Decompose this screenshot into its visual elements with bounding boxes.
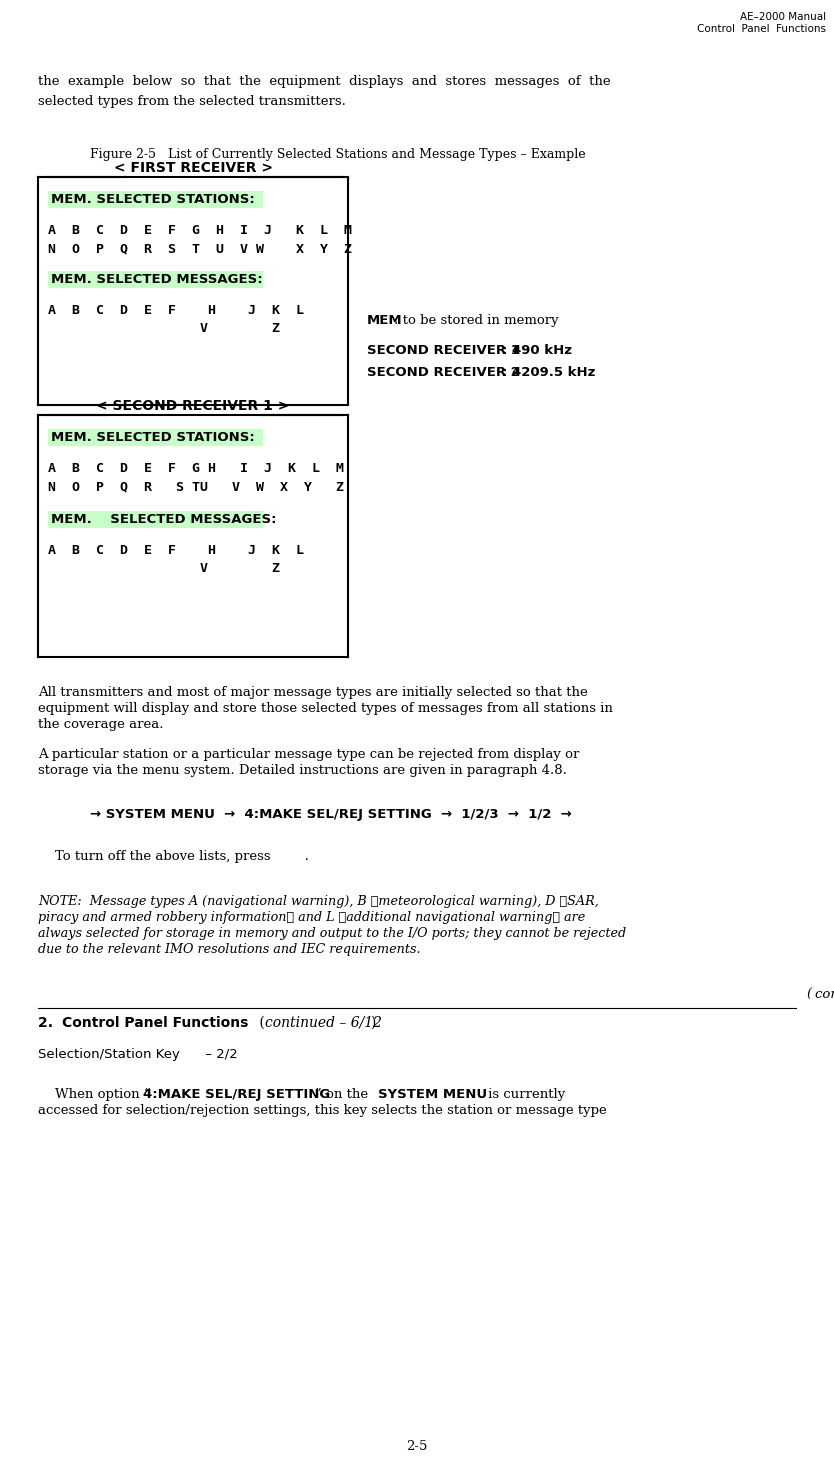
Text: All transmitters and most of major message types are initially selected so that : All transmitters and most of major messa…: [38, 687, 588, 698]
Text: A  B  C  D  E  F    H    J  K  L: A B C D E F H J K L: [48, 543, 304, 557]
Text: MEM. SELECTED STATIONS:: MEM. SELECTED STATIONS:: [51, 431, 254, 444]
Text: Figure 2-5   List of Currently Selected Stations and Message Types – Example: Figure 2-5 List of Currently Selected St…: [90, 148, 585, 161]
Text: A particular station or a particular message type can be rejected from display o: A particular station or a particular mes…: [38, 748, 580, 761]
Text: Control Panel Functions: Control Panel Functions: [62, 1015, 249, 1030]
Text: Control  Panel  Functions: Control Panel Functions: [697, 23, 826, 34]
Text: To turn off the above lists, press        .: To turn off the above lists, press .: [55, 850, 309, 863]
Text: N  O  P  Q  R   S TU   V  W  X  Y   Z: N O P Q R S TU V W X Y Z: [48, 481, 344, 492]
Text: A  B  C  D  E  F  G  H  I  J   K  L  M: A B C D E F G H I J K L M: [48, 224, 352, 237]
Text: due to the relevant IMO resolutions and IEC requirements.: due to the relevant IMO resolutions and …: [38, 942, 420, 955]
Text: NOTE:  Message types A (navigational warning), B （meteorological warning), D （SA: NOTE: Message types A (navigational warn…: [38, 896, 599, 907]
Text: V        Z: V Z: [48, 321, 280, 335]
Text: SECOND RECEIVER 1: SECOND RECEIVER 1: [367, 343, 520, 356]
Text: is currently: is currently: [484, 1088, 565, 1102]
Text: V        Z: V Z: [48, 562, 280, 576]
Text: : 4209.5 kHz: : 4209.5 kHz: [502, 367, 595, 378]
Bar: [48, 430, 263, 446]
Text: storage via the menu system. Detailed instructions are given in paragraph 4.8.: storage via the menu system. Detailed in…: [38, 764, 567, 777]
Text: MEM. SELECTED STATIONS:: MEM. SELECTED STATIONS:: [51, 193, 254, 206]
Text: 2.: 2.: [38, 1015, 68, 1030]
Text: the  example  below  so  that  the  equipment  displays  and  stores  messages  : the example below so that the equipment …: [38, 75, 610, 88]
Text: MEM. SELECTED MESSAGES:: MEM. SELECTED MESSAGES:: [51, 273, 263, 286]
Text: ): ): [370, 1015, 375, 1030]
Text: MEM: MEM: [367, 314, 403, 327]
Text: MEM.    SELECTED MESSAGES:: MEM. SELECTED MESSAGES:: [51, 513, 277, 526]
Text: < FIRST RECEIVER >: < FIRST RECEIVER >: [113, 161, 273, 175]
Text: the coverage area.: the coverage area.: [38, 717, 163, 730]
Text: (: (: [806, 988, 811, 1001]
Text: AE–2000 Manual: AE–2000 Manual: [740, 12, 826, 22]
Bar: [48, 511, 263, 527]
Text: SYSTEM MENU: SYSTEM MENU: [378, 1088, 487, 1102]
Bar: [48, 191, 263, 207]
Text: equipment will display and store those selected types of messages from all stati: equipment will display and store those s…: [38, 701, 613, 714]
Text: When option “: When option “: [55, 1088, 151, 1102]
Text: 2-5: 2-5: [406, 1441, 428, 1454]
Text: 4:MAKE SEL/REJ SETTING: 4:MAKE SEL/REJ SETTING: [143, 1088, 330, 1102]
Text: → SYSTEM MENU  →  4:MAKE SEL​/REJ SETTING  →  1/2/3  →  1/2  →: → SYSTEM MENU → 4:MAKE SEL​/REJ SETTING …: [90, 808, 572, 821]
Text: A  B  C  D  E  F  G H   I  J  K  L  M: A B C D E F G H I J K L M: [48, 462, 344, 475]
Text: : 490 kHz: : 490 kHz: [502, 343, 572, 356]
Text: N  O  P  Q  R  S  T  U  V W    X  Y  Z: N O P Q R S T U V W X Y Z: [48, 243, 352, 256]
Text: continued – 6/12: continued – 6/12: [265, 1015, 382, 1030]
Text: Selection/Station Key      – 2/2: Selection/Station Key – 2/2: [38, 1048, 238, 1061]
Text: accessed for selection/rejection settings, this key selects the station or messa: accessed for selection/rejection setting…: [38, 1105, 607, 1118]
Text: continued on next page: continued on next page: [815, 988, 834, 1001]
Text: SECOND RECEIVER 2: SECOND RECEIVER 2: [367, 367, 520, 378]
Text: selected types from the selected transmitters.: selected types from the selected transmi…: [38, 95, 346, 108]
Text: (: (: [255, 1015, 264, 1030]
Text: always selected for storage in memory and output to the I/O ports; they cannot b: always selected for storage in memory an…: [38, 926, 626, 939]
Text: A  B  C  D  E  F    H    J  K  L: A B C D E F H J K L: [48, 304, 304, 317]
Bar: [48, 270, 263, 288]
Text: piracy and armed robbery information） and L （additional navigational warning） ar: piracy and armed robbery information） an…: [38, 912, 585, 923]
Text: : to be stored in memory: : to be stored in memory: [394, 314, 559, 327]
Text: < SECOND RECEIVER 1 >: < SECOND RECEIVER 1 >: [96, 399, 289, 413]
Text: ” on the: ” on the: [315, 1088, 372, 1102]
